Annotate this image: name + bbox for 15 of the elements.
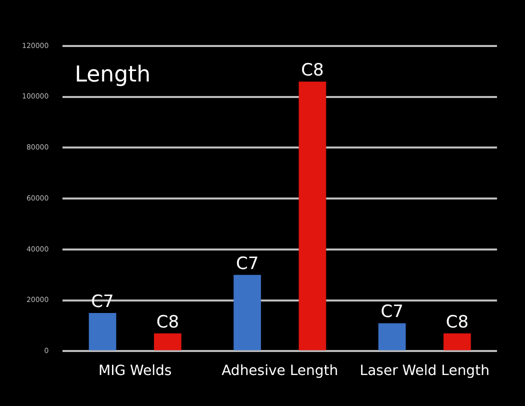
- bar: [234, 274, 261, 350]
- x-tick-label: Adhesive Length: [222, 363, 338, 380]
- text: C8: [446, 312, 469, 332]
- bar: [378, 323, 406, 350]
- series-label: C8: [156, 312, 180, 332]
- text: Length: [74, 62, 151, 88]
- bar: [444, 333, 471, 350]
- bar: [298, 82, 326, 350]
- text: C8: [301, 60, 324, 81]
- bar: [154, 333, 182, 350]
- text: C7: [236, 254, 259, 274]
- bar: [88, 313, 116, 350]
- x-tick-label: MIG Welds: [98, 363, 172, 380]
- text: C7: [380, 302, 404, 322]
- x-tick-label: Laser Weld Length: [360, 363, 490, 380]
